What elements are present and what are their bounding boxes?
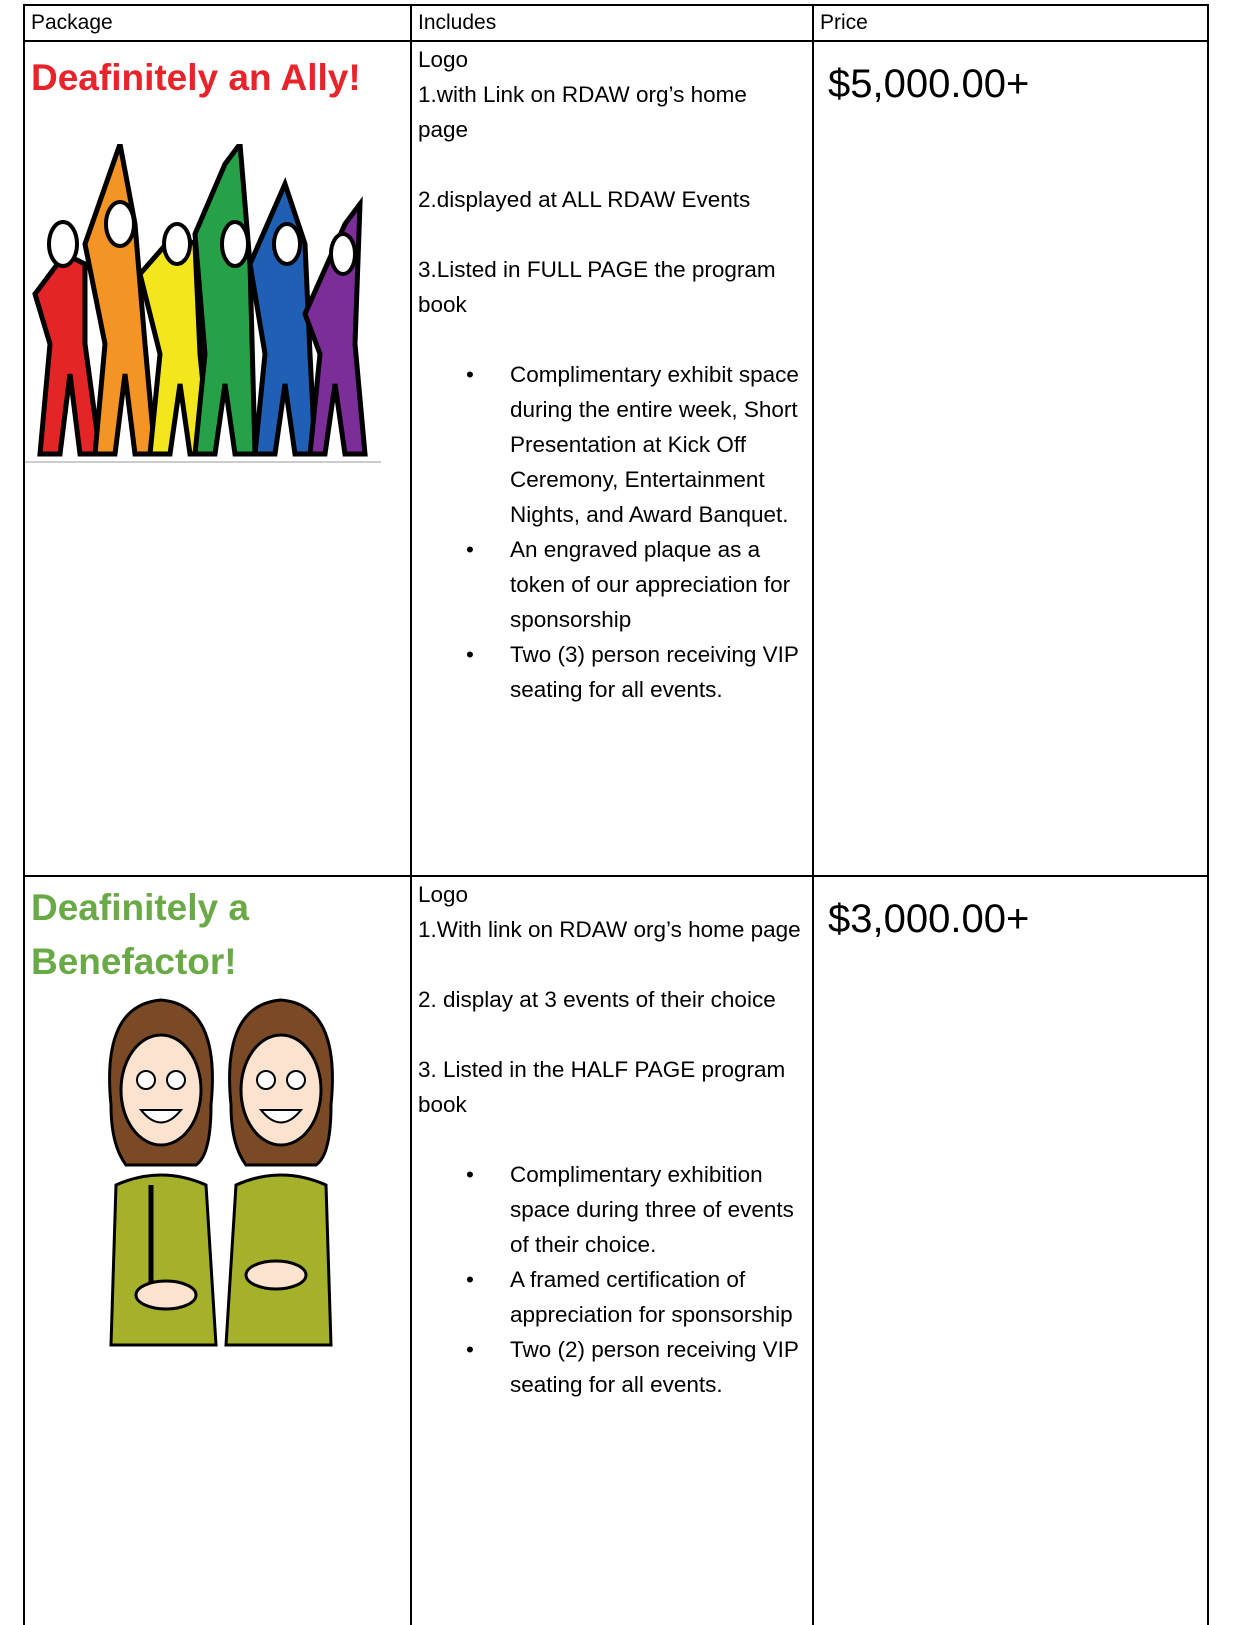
includes-item: 2. display at 3 events of their choice bbox=[418, 987, 776, 1012]
header-cell: Price bbox=[812, 4, 1209, 42]
bullet-item: Complimentary exhibition space during th… bbox=[466, 1157, 802, 1262]
package-table: Package Includes Price Deafinitely an Al… bbox=[23, 4, 1209, 1625]
package-cell: Deafinitely a Benefactor! bbox=[23, 875, 412, 1625]
includes-text: Logo 1.with Link on RDAW org’s home page… bbox=[418, 42, 802, 707]
package-cell: Deafinitely an Ally! bbox=[23, 40, 412, 877]
package-row: Deafinitely a Benefactor! Logo 1.With li… bbox=[23, 875, 1209, 1625]
includes-item: 1.with Link on RDAW org’s home page bbox=[418, 82, 747, 142]
bullet-list: Complimentary exhibit space during the e… bbox=[418, 357, 802, 707]
includes-cell: Logo 1.with Link on RDAW org’s home page… bbox=[410, 40, 814, 877]
header-row: Package Includes Price bbox=[23, 4, 1209, 42]
bullet-item: Complimentary exhibit space during the e… bbox=[466, 357, 802, 532]
includes-item: 2.displayed at ALL RDAW Events bbox=[418, 187, 751, 212]
includes-cell: Logo 1.With link on RDAW org’s home page… bbox=[410, 875, 814, 1625]
includes-text: Logo 1.With link on RDAW org’s home page… bbox=[418, 877, 802, 1402]
includes-item: 3.Listed in FULL PAGE the program book bbox=[418, 257, 776, 317]
includes-item: 3. Listed in the HALF PAGE program book bbox=[418, 1057, 786, 1117]
header-cell: Includes bbox=[410, 4, 814, 42]
price: $5,000.00+ bbox=[828, 62, 1030, 106]
includes-heading: Logo bbox=[418, 882, 469, 907]
includes-item: 1.With link on RDAW org’s home page bbox=[418, 917, 801, 942]
bullet-item: A framed certification of appreciation f… bbox=[466, 1262, 802, 1332]
bullet-item: Two (3) person receiving VIP seating for… bbox=[466, 637, 802, 707]
header-cell: Package bbox=[23, 4, 412, 42]
bullet-list: Complimentary exhibition space during th… bbox=[418, 1157, 802, 1402]
rainbow-figures-image bbox=[25, 144, 381, 463]
price-cell: $5,000.00+ bbox=[812, 40, 1209, 877]
package-title: Deafinitely an Ally! bbox=[31, 57, 361, 98]
price: $3,000.00+ bbox=[828, 897, 1030, 941]
price-cell: $3,000.00+ bbox=[812, 875, 1209, 1625]
package-row: Deafinitely an Ally! Logo 1.with Link on… bbox=[23, 40, 1209, 877]
signing-women-image bbox=[108, 998, 334, 1347]
bullet-item: Two (2) person receiving VIP seating for… bbox=[466, 1332, 802, 1402]
includes-heading: Logo bbox=[418, 47, 469, 72]
package-title: Deafinitely a Benefactor! bbox=[31, 887, 249, 982]
bullet-item: An engraved plaque as a token of our app… bbox=[466, 532, 802, 637]
